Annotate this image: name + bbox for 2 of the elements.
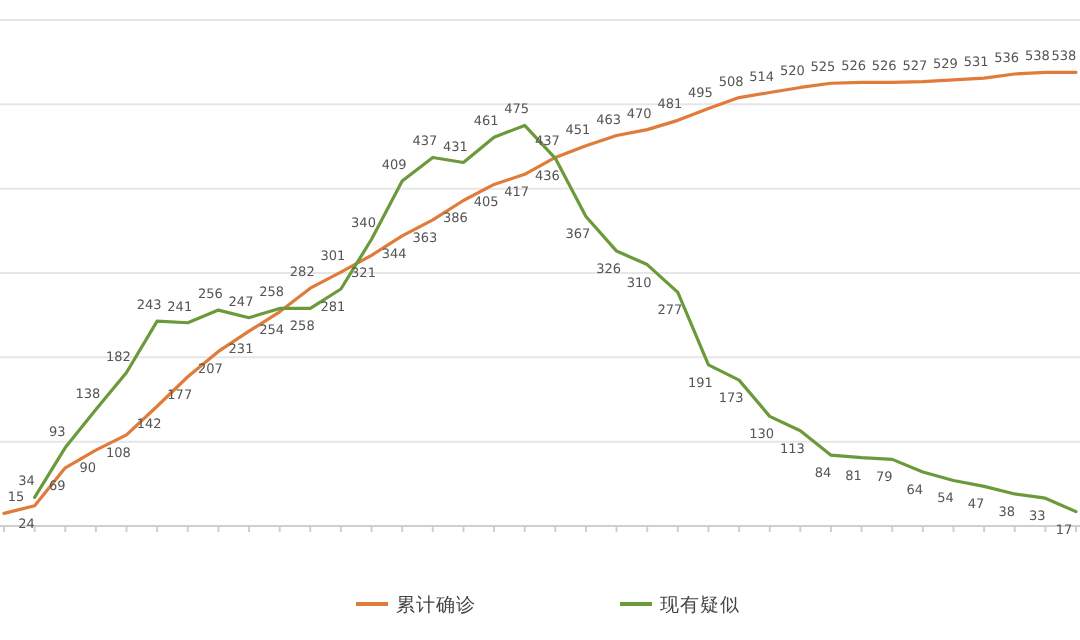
legend-label: 累计确诊 [396,593,476,617]
legend-label: 现有疑似 [660,593,740,617]
